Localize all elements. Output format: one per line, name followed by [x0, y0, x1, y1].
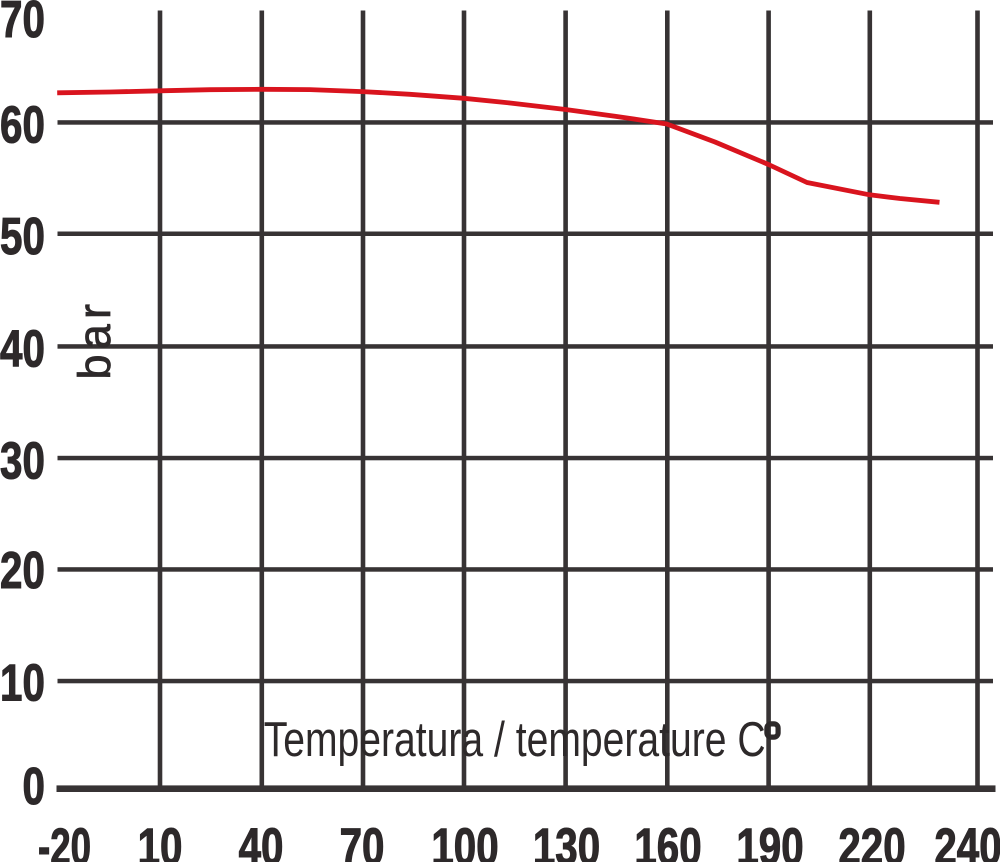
svg-text:bar: bar — [69, 299, 120, 380]
svg-text:130: 130 — [533, 817, 600, 862]
svg-text:40: 40 — [239, 817, 284, 862]
svg-text:10: 10 — [0, 654, 45, 712]
svg-text:20: 20 — [0, 541, 45, 599]
svg-text:10: 10 — [138, 817, 183, 862]
svg-text:40: 40 — [0, 320, 45, 378]
svg-text:50: 50 — [0, 207, 45, 265]
svg-text:-20: -20 — [38, 817, 91, 862]
svg-text:70: 70 — [340, 817, 385, 862]
svg-text:70: 70 — [0, 0, 45, 48]
svg-text:160: 160 — [634, 817, 701, 862]
svg-text:Temperatura / temperature C: Temperatura / temperature C — [264, 713, 766, 767]
svg-text:100: 100 — [431, 817, 498, 862]
svg-text:0: 0 — [22, 757, 44, 815]
svg-text:60: 60 — [0, 96, 45, 154]
svg-text:190: 190 — [736, 817, 803, 862]
svg-text:220: 220 — [838, 817, 905, 862]
svg-text:30: 30 — [0, 431, 45, 489]
svg-text:240: 240 — [934, 817, 1000, 862]
